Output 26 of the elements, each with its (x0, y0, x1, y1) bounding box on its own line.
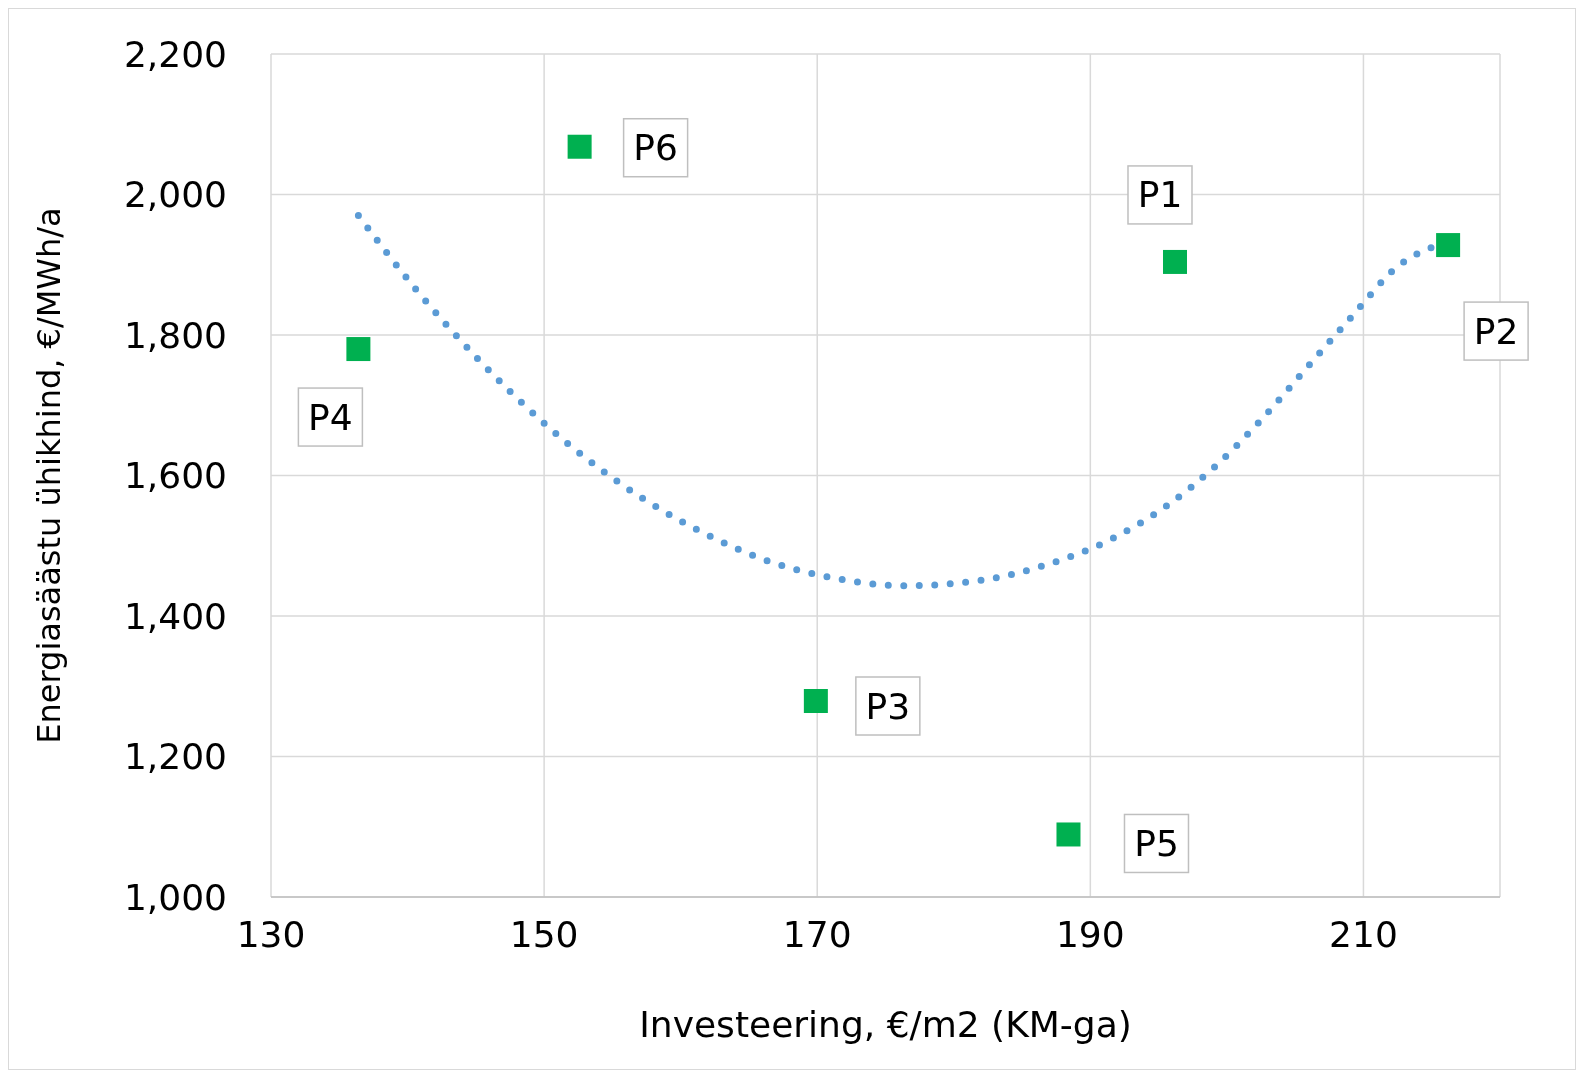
y-tick-label: 1,800 (123, 314, 227, 356)
point (1436, 233, 1461, 258)
y-tick-label: 1,000 (123, 876, 227, 918)
x-tick-label: 170 (782, 913, 852, 955)
y-tick-label: 1,200 (123, 736, 227, 778)
y-tick-label: 1,400 (123, 595, 227, 637)
x-tick-label: 150 (509, 913, 579, 955)
point (346, 337, 371, 362)
data-label: P1 (1137, 174, 1183, 216)
point (567, 134, 592, 159)
data-label: P4 (308, 396, 353, 438)
data-label: P6 (633, 127, 678, 169)
y-tick-label: 2,200 (123, 33, 227, 75)
x-tick-label: 130 (236, 913, 306, 955)
y-axis-title: Energiasäästu ühikhind, €/MWh/a (30, 207, 69, 744)
data-label: P3 (865, 685, 911, 727)
data-label: P2 (1473, 310, 1519, 352)
x-axis-title: Investeering, €/m2 (KM-ga) (639, 1004, 1132, 1045)
y-tick-label: 2,000 (123, 174, 227, 216)
point (1056, 822, 1081, 847)
data-label: P5 (1134, 822, 1179, 864)
point (803, 689, 828, 713)
point (1163, 249, 1187, 274)
x-tick-label: 190 (1055, 913, 1125, 955)
y-tick-label: 1,600 (123, 455, 227, 497)
x-tick-label: 210 (1329, 913, 1398, 955)
